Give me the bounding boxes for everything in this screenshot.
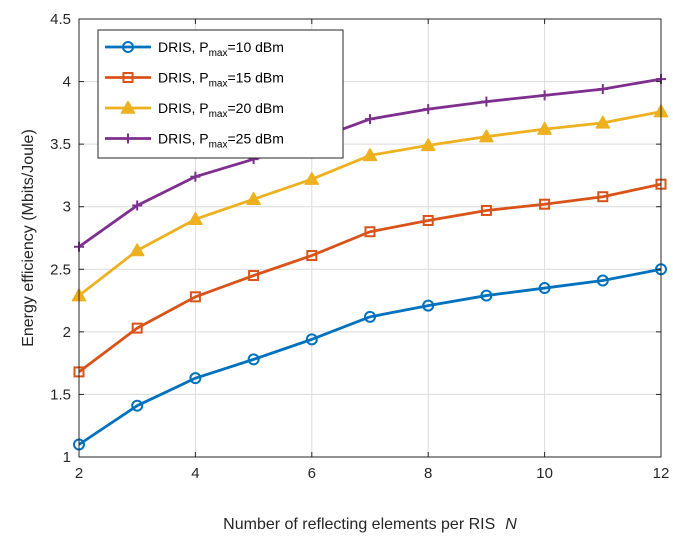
y-tick-label: 1.5 [50, 386, 71, 403]
data-point [132, 200, 143, 211]
x-tick-label: 2 [75, 465, 83, 482]
data-point [597, 191, 609, 203]
data-point [188, 211, 203, 225]
data-point [189, 291, 201, 303]
legend-marker [122, 72, 134, 83]
ticks: 2 4 6 8 10 12 1 1.5 2 2.5 3 3.5 4 4.5 [50, 11, 669, 482]
data-point [247, 353, 260, 366]
y-tick-label: 4 [63, 74, 71, 91]
y-tick-label: 2.5 [50, 261, 71, 278]
data-point [190, 171, 201, 182]
series-3 [71, 104, 669, 302]
data-point [420, 138, 436, 152]
legend-entry: DRIS, Pmax=20 dBm [105, 100, 284, 120]
series-line [78, 267, 662, 446]
legend-entry: DRIS, Pmax=15 dBm [105, 70, 284, 90]
data-point [362, 148, 378, 162]
data-point [595, 115, 611, 129]
data-point [306, 250, 318, 262]
x-tick-label: 8 [424, 465, 432, 482]
data-point [248, 270, 260, 282]
data-point [131, 322, 143, 334]
data-point [539, 90, 550, 101]
data-point [479, 129, 494, 143]
x-tick-label: 4 [191, 465, 199, 482]
x-tick-label: 12 [653, 465, 670, 482]
legend-label: DRIS, Pmax=10 dBm [158, 39, 284, 59]
y-axis-label: Energy efficiency (Mbits/Joule) [20, 129, 37, 347]
x-axis-label: Number of reflecting elements per RIS N [223, 516, 517, 533]
data-point [422, 214, 434, 226]
legend-entry: DRIS, Pmax=10 dBm [105, 39, 284, 59]
data-point [131, 399, 144, 412]
series-2 [73, 178, 667, 378]
data-point [305, 333, 318, 346]
legend-marker [123, 133, 133, 144]
data-point [422, 299, 435, 312]
x-tick-label: 10 [536, 465, 553, 482]
data-point [364, 226, 376, 238]
legend-marker [120, 100, 136, 114]
data-point [189, 372, 202, 385]
x-tick-label: 6 [308, 465, 316, 482]
legend-entry: DRIS, Pmax=25 dBm [105, 131, 284, 151]
data-point [304, 171, 320, 185]
series-1 [73, 263, 667, 451]
data-point [538, 282, 551, 295]
series-4 [74, 74, 666, 252]
data-point [537, 121, 552, 135]
legend-label: DRIS, Pmax=20 dBm [158, 100, 284, 120]
y-tick-label: 3 [63, 199, 71, 216]
series-line [78, 182, 662, 374]
data-point [597, 84, 608, 95]
data-point [423, 104, 434, 115]
legend: DRIS, Pmax=10 dBm DRIS, Pmax=15 dBm DRIS, … [97, 29, 344, 159]
data-point [480, 289, 493, 302]
legend-box [97, 29, 344, 159]
data-point [481, 96, 492, 107]
plot-frame [78, 18, 662, 458]
y-tick-label: 1 [63, 449, 71, 466]
data-point [480, 204, 492, 216]
legend-label: DRIS, Pmax=15 dBm [158, 70, 284, 90]
data-point [246, 191, 261, 205]
legend-label: DRIS, Pmax=25 dBm [158, 131, 284, 151]
y-tick-label: 3.5 [50, 136, 71, 153]
x-axis-label-text: Number of reflecting elements per RIS [223, 516, 495, 533]
legend-marker [122, 41, 134, 53]
data-point [129, 243, 145, 257]
x-axis-label-variable: N [505, 516, 517, 533]
data-point [365, 114, 375, 125]
data-point [596, 274, 609, 287]
data-point [364, 310, 376, 323]
series-layer [71, 74, 669, 451]
y-tick-label: 2 [63, 324, 71, 341]
data-point [539, 198, 551, 210]
y-tick-label: 4.5 [50, 11, 71, 28]
